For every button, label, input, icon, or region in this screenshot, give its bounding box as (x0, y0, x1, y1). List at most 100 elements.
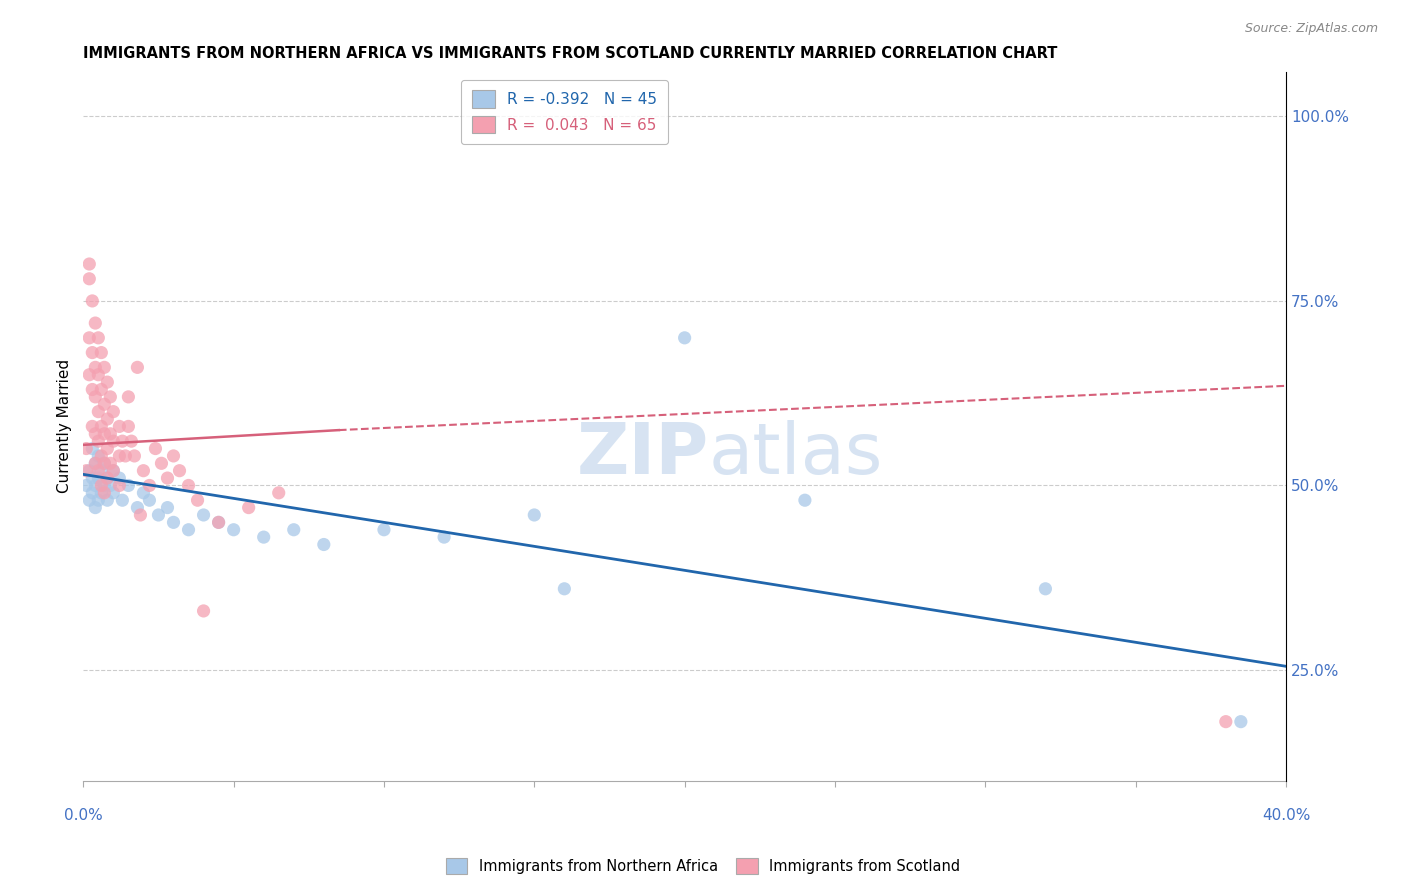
Point (169, 464, 191, 478)
Point (222, 523, 245, 537)
Point (108, 471, 131, 485)
Point (93, 360, 115, 375)
Point (312, 537, 335, 551)
Point (103, 464, 125, 478)
Point (523, 508, 546, 522)
Point (84, 456, 107, 470)
Point (373, 523, 395, 537)
Point (145, 442, 167, 456)
Point (150, 456, 173, 470)
Point (79, 331, 101, 345)
Point (87, 404, 110, 418)
Point (129, 508, 152, 522)
Point (82, 486, 104, 500)
Point (79, 493, 101, 508)
Point (82, 442, 104, 456)
Point (267, 486, 290, 500)
Point (87, 464, 110, 478)
Point (117, 390, 139, 404)
Point (162, 449, 184, 463)
Point (103, 434, 125, 449)
Point (673, 331, 696, 345)
Point (1230, 714, 1253, 729)
Point (82, 419, 104, 434)
Point (193, 604, 215, 618)
Point (84, 456, 107, 470)
Point (207, 516, 229, 530)
Point (207, 516, 229, 530)
Point (103, 486, 125, 500)
Point (93, 456, 115, 470)
Point (84, 426, 107, 441)
Point (93, 478, 115, 492)
Point (120, 434, 142, 449)
Point (87, 471, 110, 485)
Point (103, 404, 125, 418)
Point (124, 449, 146, 463)
Point (793, 493, 815, 508)
Point (82, 293, 104, 308)
Legend: Immigrants from Northern Africa, Immigrants from Scotland: Immigrants from Northern Africa, Immigra… (440, 852, 966, 880)
Point (156, 471, 179, 485)
Point (96, 442, 118, 456)
Point (79, 272, 101, 286)
Point (93, 426, 115, 441)
Point (75, 478, 97, 492)
Point (187, 493, 209, 508)
Point (253, 530, 276, 544)
Y-axis label: Currently Married: Currently Married (58, 359, 72, 493)
Point (433, 530, 456, 544)
Point (93, 456, 115, 470)
Point (114, 449, 136, 463)
Point (193, 508, 215, 522)
Point (90, 449, 112, 463)
Point (1035, 582, 1057, 596)
Point (96, 375, 118, 389)
Point (138, 493, 160, 508)
Point (75, 464, 97, 478)
Point (84, 500, 107, 515)
Point (117, 478, 139, 492)
Point (238, 500, 260, 515)
Point (79, 257, 101, 271)
Point (156, 500, 179, 515)
Point (111, 434, 134, 449)
Point (177, 478, 200, 492)
Point (87, 434, 110, 449)
Point (90, 345, 112, 359)
Point (90, 419, 112, 434)
Point (103, 464, 125, 478)
Point (108, 419, 131, 434)
Point (84, 478, 107, 492)
Text: 0.0%: 0.0% (63, 808, 103, 823)
Point (87, 493, 110, 508)
Text: atlas: atlas (709, 420, 883, 489)
Point (162, 516, 184, 530)
Point (108, 449, 131, 463)
Point (79, 464, 101, 478)
Point (96, 471, 118, 485)
Point (283, 523, 305, 537)
Point (132, 464, 155, 478)
Point (111, 493, 134, 508)
Point (90, 486, 112, 500)
Point (84, 360, 107, 375)
Point (127, 360, 149, 375)
Point (553, 582, 575, 596)
Point (148, 508, 170, 522)
Text: ZIP: ZIP (576, 420, 709, 489)
Legend: R = -0.392   N = 45, R =  0.043   N = 65: R = -0.392 N = 45, R = 0.043 N = 65 (461, 79, 668, 145)
Point (87, 449, 110, 463)
Point (84, 390, 107, 404)
Text: 40.0%: 40.0% (1261, 808, 1310, 823)
Point (93, 397, 115, 411)
Text: IMMIGRANTS FROM NORTHERN AFRICA VS IMMIGRANTS FROM SCOTLAND CURRENTLY MARRIED CO: IMMIGRANTS FROM NORTHERN AFRICA VS IMMIG… (83, 46, 1057, 62)
Point (90, 383, 112, 397)
Point (117, 419, 139, 434)
Point (127, 500, 149, 515)
Point (1215, 714, 1237, 729)
Point (82, 345, 104, 359)
Point (82, 383, 104, 397)
Point (87, 331, 110, 345)
Point (98, 390, 121, 404)
